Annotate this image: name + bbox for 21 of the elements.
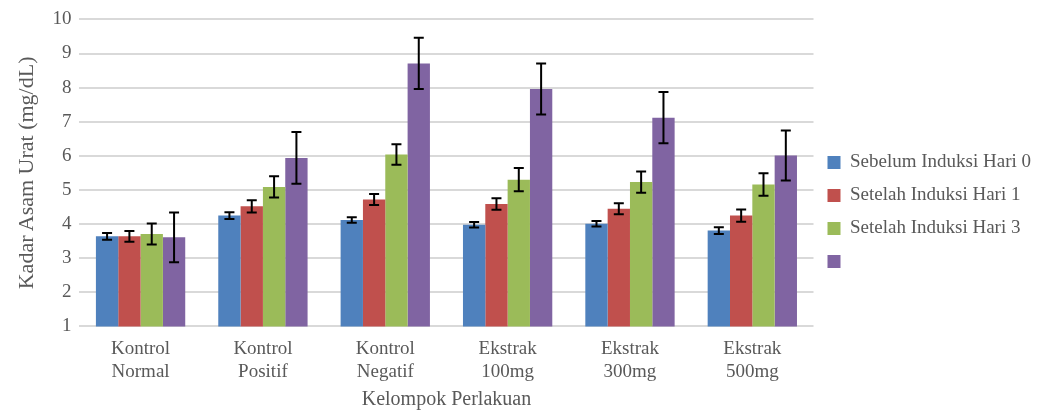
y-tick-label: 9 [61,41,72,63]
x-tick-label: Ekstrak 300mg [600,336,660,381]
y-tick-label: 10 [52,7,72,29]
legend-label: Setelah Induksi Hari 1 [850,183,1021,205]
legend-label: Setelah Induksi Hari 3 [850,216,1021,238]
y-tick-label: 1 [61,314,72,336]
legend-label: Sebelum Induksi Hari 0 [850,150,1032,172]
y-tick-label: 3 [61,246,72,268]
y-tick-label: 8 [61,75,72,97]
y-tick-label: 6 [61,143,72,165]
x-tick-label: Kontrol Normal [111,336,171,381]
x-axis-title: Kelompok Perlakuan [361,387,532,411]
y-tick-label: 5 [61,177,72,199]
x-tick-label: Ekstrak 100mg [478,336,538,381]
y-axis-title: Kadar Asam Urat (mg/dL) [12,56,38,290]
y-tick-label: 2 [61,280,72,302]
y-tick-label: 4 [61,212,72,234]
y-tick-label: 7 [61,109,72,131]
x-tick-label: Kontrol Negatif [355,336,415,381]
x-tick-label: Ekstrak 500mg [723,336,782,381]
x-tick-label: Kontrol Positif [233,336,293,381]
